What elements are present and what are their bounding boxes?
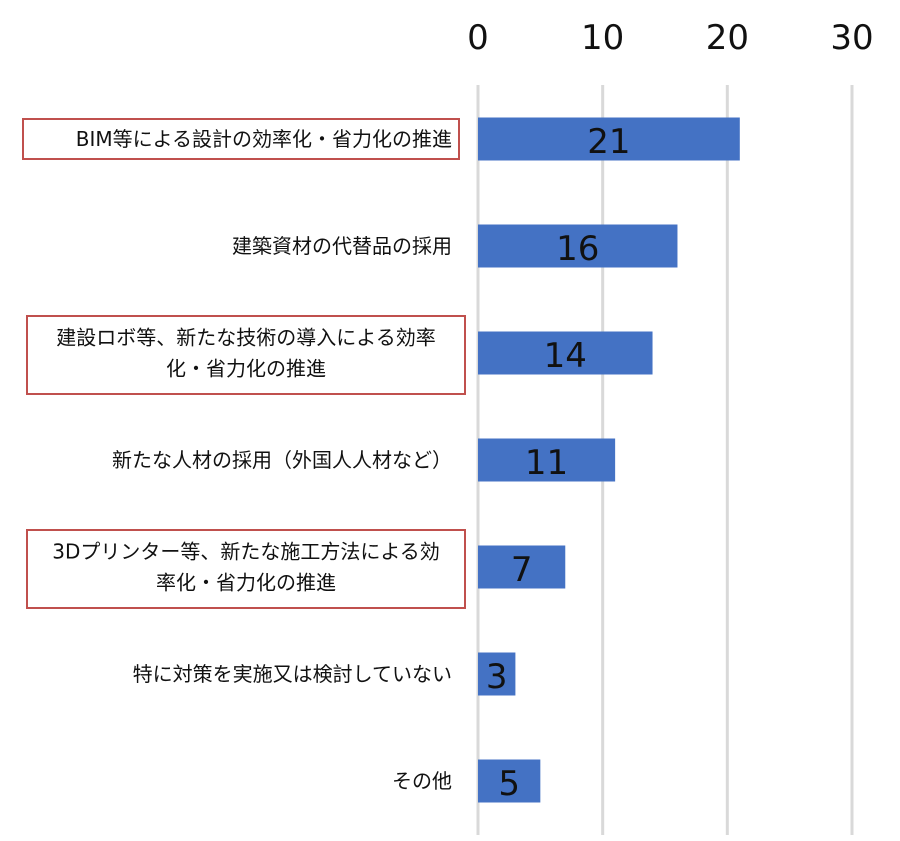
data-labels: 21 16 14 11 7 3 5 xyxy=(486,122,631,804)
data-label: 14 xyxy=(544,336,587,376)
highlight-box xyxy=(26,315,466,395)
bar xyxy=(478,117,740,161)
data-label: 16 xyxy=(556,229,599,269)
bar xyxy=(478,759,541,803)
data-label: 5 xyxy=(498,764,520,804)
bars xyxy=(478,117,740,803)
category-label: BIM等による設計の効率化・省力化の推進 xyxy=(22,118,460,160)
highlight-box xyxy=(22,118,460,160)
data-label: 3 xyxy=(486,657,508,697)
category-label-line: 新たな人材の採用（外国人人材など） xyxy=(112,448,452,472)
x-tick-label: 10 xyxy=(581,18,624,58)
bar xyxy=(478,438,616,482)
highlight-box xyxy=(26,529,466,609)
x-axis-ticks: 0 10 20 30 xyxy=(467,18,873,58)
x-tick-label: 30 xyxy=(830,18,873,58)
category-label-line: 建設ロボ等、新たな技術の導入による効率 xyxy=(56,326,435,350)
data-label: 21 xyxy=(587,122,630,162)
data-label: 7 xyxy=(511,550,533,590)
category-label-line: 特に対策を実施又は検討していない xyxy=(133,662,452,686)
bar xyxy=(478,224,678,268)
bar xyxy=(478,652,516,696)
category-label-line: 率化・省力化の推進 xyxy=(156,571,336,595)
category-label: 新たな人材の採用（外国人人材など） xyxy=(112,448,452,472)
category-label-line: 建築資材の代替品の採用 xyxy=(232,234,452,258)
category-label: 特に対策を実施又は検討していない xyxy=(133,662,452,686)
bar xyxy=(478,545,566,589)
category-label-line: 化・省力化の推進 xyxy=(166,357,326,381)
x-tick-label: 20 xyxy=(706,18,749,58)
bar xyxy=(478,331,653,375)
category-labels: BIM等による設計の効率化・省力化の推進建築資材の代替品の採用建設ロボ等、新たな… xyxy=(22,118,466,793)
category-label-line: その他 xyxy=(392,769,452,793)
category-label: その他 xyxy=(392,769,452,793)
category-label-line: BIM等による設計の効率化・省力化の推進 xyxy=(76,127,452,151)
category-label: 建築資材の代替品の採用 xyxy=(232,234,452,258)
category-label-line: 3Dプリンター等、新たな施工方法による効 xyxy=(52,540,440,564)
data-label: 11 xyxy=(525,443,568,483)
x-tick-label: 0 xyxy=(467,18,489,58)
